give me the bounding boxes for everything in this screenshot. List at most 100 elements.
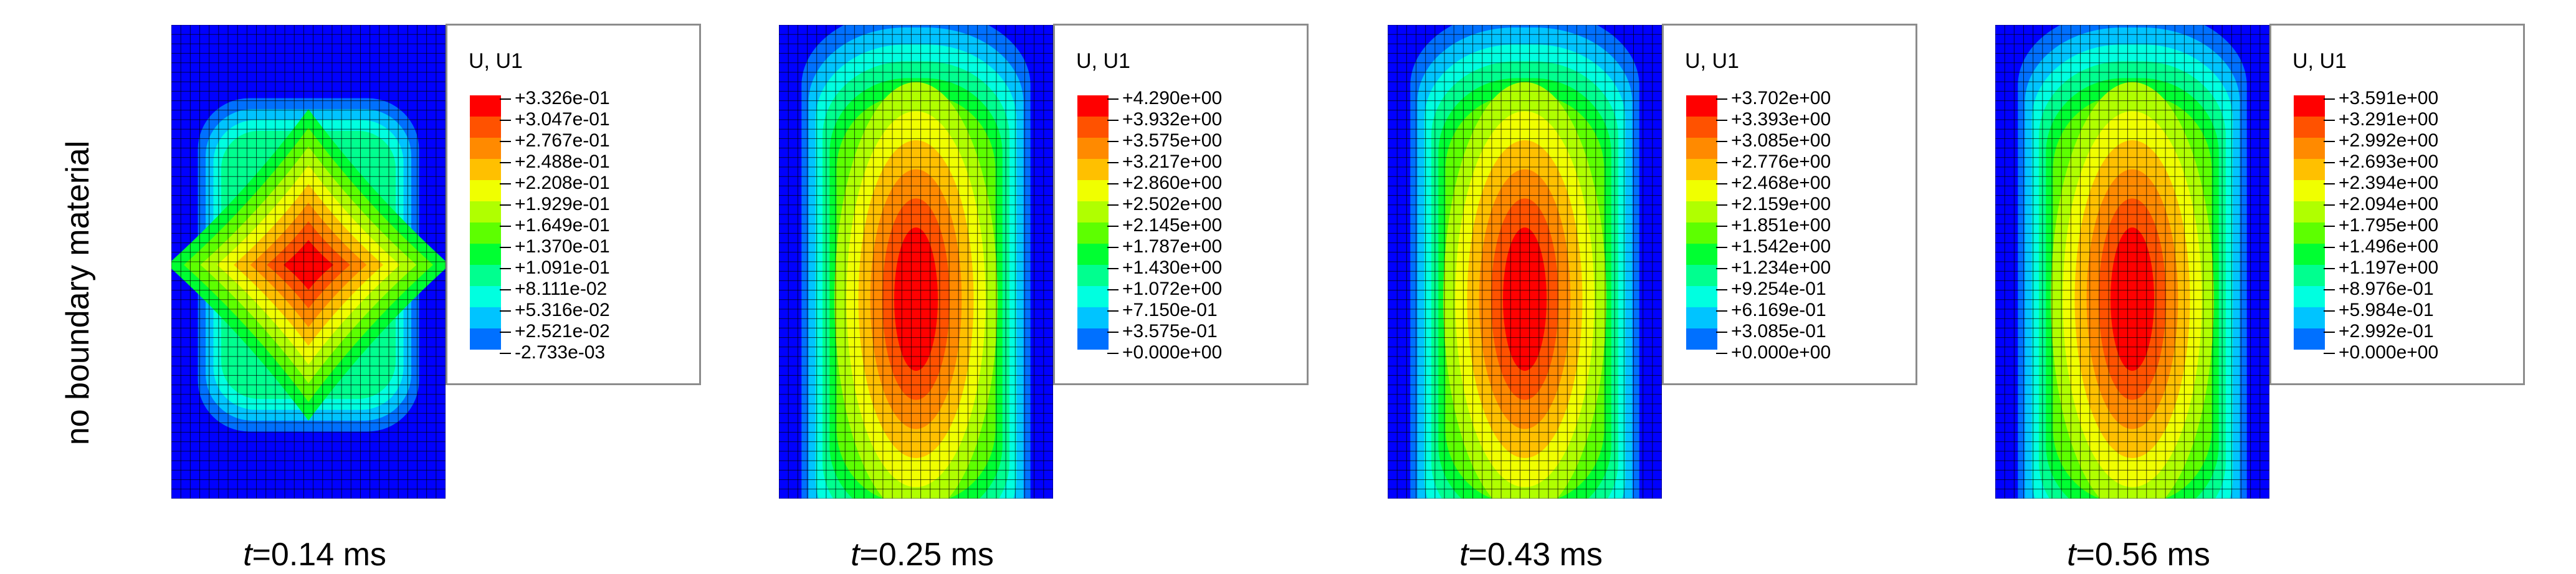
color-legend: U, U1 +3.702e+00 +3.393e+00 +3.085e+00 +2.77…	[1662, 24, 1917, 385]
time-symbol: t	[1459, 537, 1469, 573]
legend-title: U, U1	[2292, 49, 2347, 73]
legend-swatch	[1077, 117, 1109, 138]
legend-value: +2.094e+00	[2324, 194, 2438, 215]
row-label: no boundary material	[0, 0, 156, 574]
legend-value: +1.072e+00	[1107, 279, 1222, 300]
legend-swatch	[1686, 328, 1717, 350]
legend-value: +3.575e-01	[1107, 321, 1222, 342]
legend-value: +2.208e-01	[500, 173, 610, 194]
legend-color-bar	[470, 95, 501, 350]
legend-swatch	[1077, 138, 1109, 159]
legend-swatch	[1686, 222, 1717, 244]
legend-swatch	[2294, 95, 2325, 117]
contour-plot	[779, 25, 1053, 499]
legend-swatch	[2294, 159, 2325, 180]
legend-labels: +3.702e+00 +3.393e+00 +3.085e+00 +2.776e+00…	[1716, 88, 1831, 363]
row-label-text: no boundary material	[60, 140, 96, 446]
legend-swatch	[1077, 328, 1109, 350]
legend-swatch	[1686, 307, 1717, 328]
contour-plot	[171, 25, 446, 499]
legend-color-bar	[1686, 95, 1717, 350]
legend-labels: +3.591e+00 +3.291e+00 +2.992e+00 +2.693e+00…	[2324, 88, 2438, 363]
color-legend: U, U1 +3.591e+00 +3.291e+00 +2.992e+00 +2.69…	[2269, 24, 2525, 385]
legend-value: +3.047e-01	[500, 109, 610, 130]
legend-value: +2.145e+00	[1107, 215, 1222, 236]
legend-value: +1.542e+00	[1716, 236, 1831, 257]
legend-value: +2.468e+00	[1716, 173, 1831, 194]
legend-swatch	[1077, 244, 1109, 265]
contour-panel-4: U, U1 +3.591e+00 +3.291e+00 +2.992e+00 +2.69…	[1995, 0, 2576, 574]
legend-value: +3.932e+00	[1107, 109, 1222, 130]
contour-band-12	[894, 227, 938, 371]
legend-value: +4.290e+00	[1107, 88, 1222, 109]
legend-value: +1.795e+00	[2324, 215, 2438, 236]
legend-swatch	[2294, 307, 2325, 328]
legend-swatch	[2294, 138, 2325, 159]
legend-value: +3.085e+00	[1716, 130, 1831, 151]
legend-value: +3.591e+00	[2324, 88, 2438, 109]
legend-value: +5.984e-01	[2324, 300, 2438, 321]
mesh-grid	[779, 25, 1053, 499]
legend-swatch	[1686, 138, 1717, 159]
legend-value: +2.159e+00	[1716, 194, 1831, 215]
contour-panel-2: U, U1 +4.290e+00 +3.932e+00 +3.575e+00 +3.21…	[779, 0, 1371, 574]
legend-swatch	[1686, 180, 1717, 201]
time-value: =0.14 ms	[252, 537, 386, 573]
legend-swatch	[2294, 117, 2325, 138]
legend-swatch	[2294, 222, 2325, 244]
legend-swatch	[470, 244, 501, 265]
legend-swatch	[1077, 307, 1109, 328]
time-value: =0.25 ms	[859, 537, 994, 573]
time-caption: t=0.43 ms	[1459, 536, 1603, 573]
legend-swatch	[470, 117, 501, 138]
legend-value: +2.860e+00	[1107, 173, 1222, 194]
legend-value: +1.649e-01	[500, 215, 610, 236]
legend-swatch	[1077, 201, 1109, 222]
time-symbol: t	[851, 537, 860, 573]
legend-value: +6.169e-01	[1716, 300, 1831, 321]
mesh-grid	[1995, 25, 2269, 499]
legend-swatch	[1686, 159, 1717, 180]
legend-swatch	[470, 328, 501, 350]
legend-swatch	[1686, 244, 1717, 265]
contour-band-12	[284, 240, 333, 290]
legend-value: +3.702e+00	[1716, 88, 1831, 109]
contour-panel-1: U, U1 +3.326e-01 +3.047e-01 +2.767e-01 +2.48…	[171, 0, 763, 574]
legend-labels: +3.326e-01 +3.047e-01 +2.767e-01 +2.488e-01…	[500, 88, 610, 363]
legend-swatch	[2294, 286, 2325, 307]
legend-value: +2.488e-01	[500, 151, 610, 173]
legend-swatch	[1077, 159, 1109, 180]
legend-swatch	[1686, 265, 1717, 286]
legend-value: +0.000e+00	[2324, 342, 2438, 363]
mesh-grid	[1388, 25, 1662, 499]
legend-title: U, U1	[1685, 49, 1739, 73]
legend-swatch	[1686, 286, 1717, 307]
legend-value: +0.000e+00	[1107, 342, 1222, 363]
contour-band-12	[2111, 227, 2154, 371]
time-value: =0.43 ms	[1468, 537, 1603, 573]
legend-value: +1.851e+00	[1716, 215, 1831, 236]
legend-value: +3.326e-01	[500, 88, 610, 109]
legend-value: +1.929e-01	[500, 194, 610, 215]
contour-plot	[1388, 25, 1662, 499]
legend-swatch	[470, 159, 501, 180]
legend-swatch	[470, 180, 501, 201]
legend-color-bar	[2294, 95, 2325, 350]
legend-labels: +4.290e+00 +3.932e+00 +3.575e+00 +3.217e+00…	[1107, 88, 1222, 363]
legend-swatch	[1077, 180, 1109, 201]
legend-swatch	[470, 201, 501, 222]
time-symbol: t	[243, 537, 252, 573]
legend-value: +8.976e-01	[2324, 279, 2438, 300]
legend-value: -2.733e-03	[500, 342, 610, 363]
legend-value: +3.291e+00	[2324, 109, 2438, 130]
legend-swatch	[1686, 95, 1717, 117]
legend-value: +7.150e-01	[1107, 300, 1222, 321]
time-caption: t=0.14 ms	[243, 536, 386, 573]
legend-value: +3.217e+00	[1107, 151, 1222, 173]
legend-value: +2.502e+00	[1107, 194, 1222, 215]
legend-swatch	[1077, 222, 1109, 244]
legend-value: +5.316e-02	[500, 300, 610, 321]
legend-value: +2.767e-01	[500, 130, 610, 151]
legend-swatch	[1686, 201, 1717, 222]
legend-value: +3.085e-01	[1716, 321, 1831, 342]
